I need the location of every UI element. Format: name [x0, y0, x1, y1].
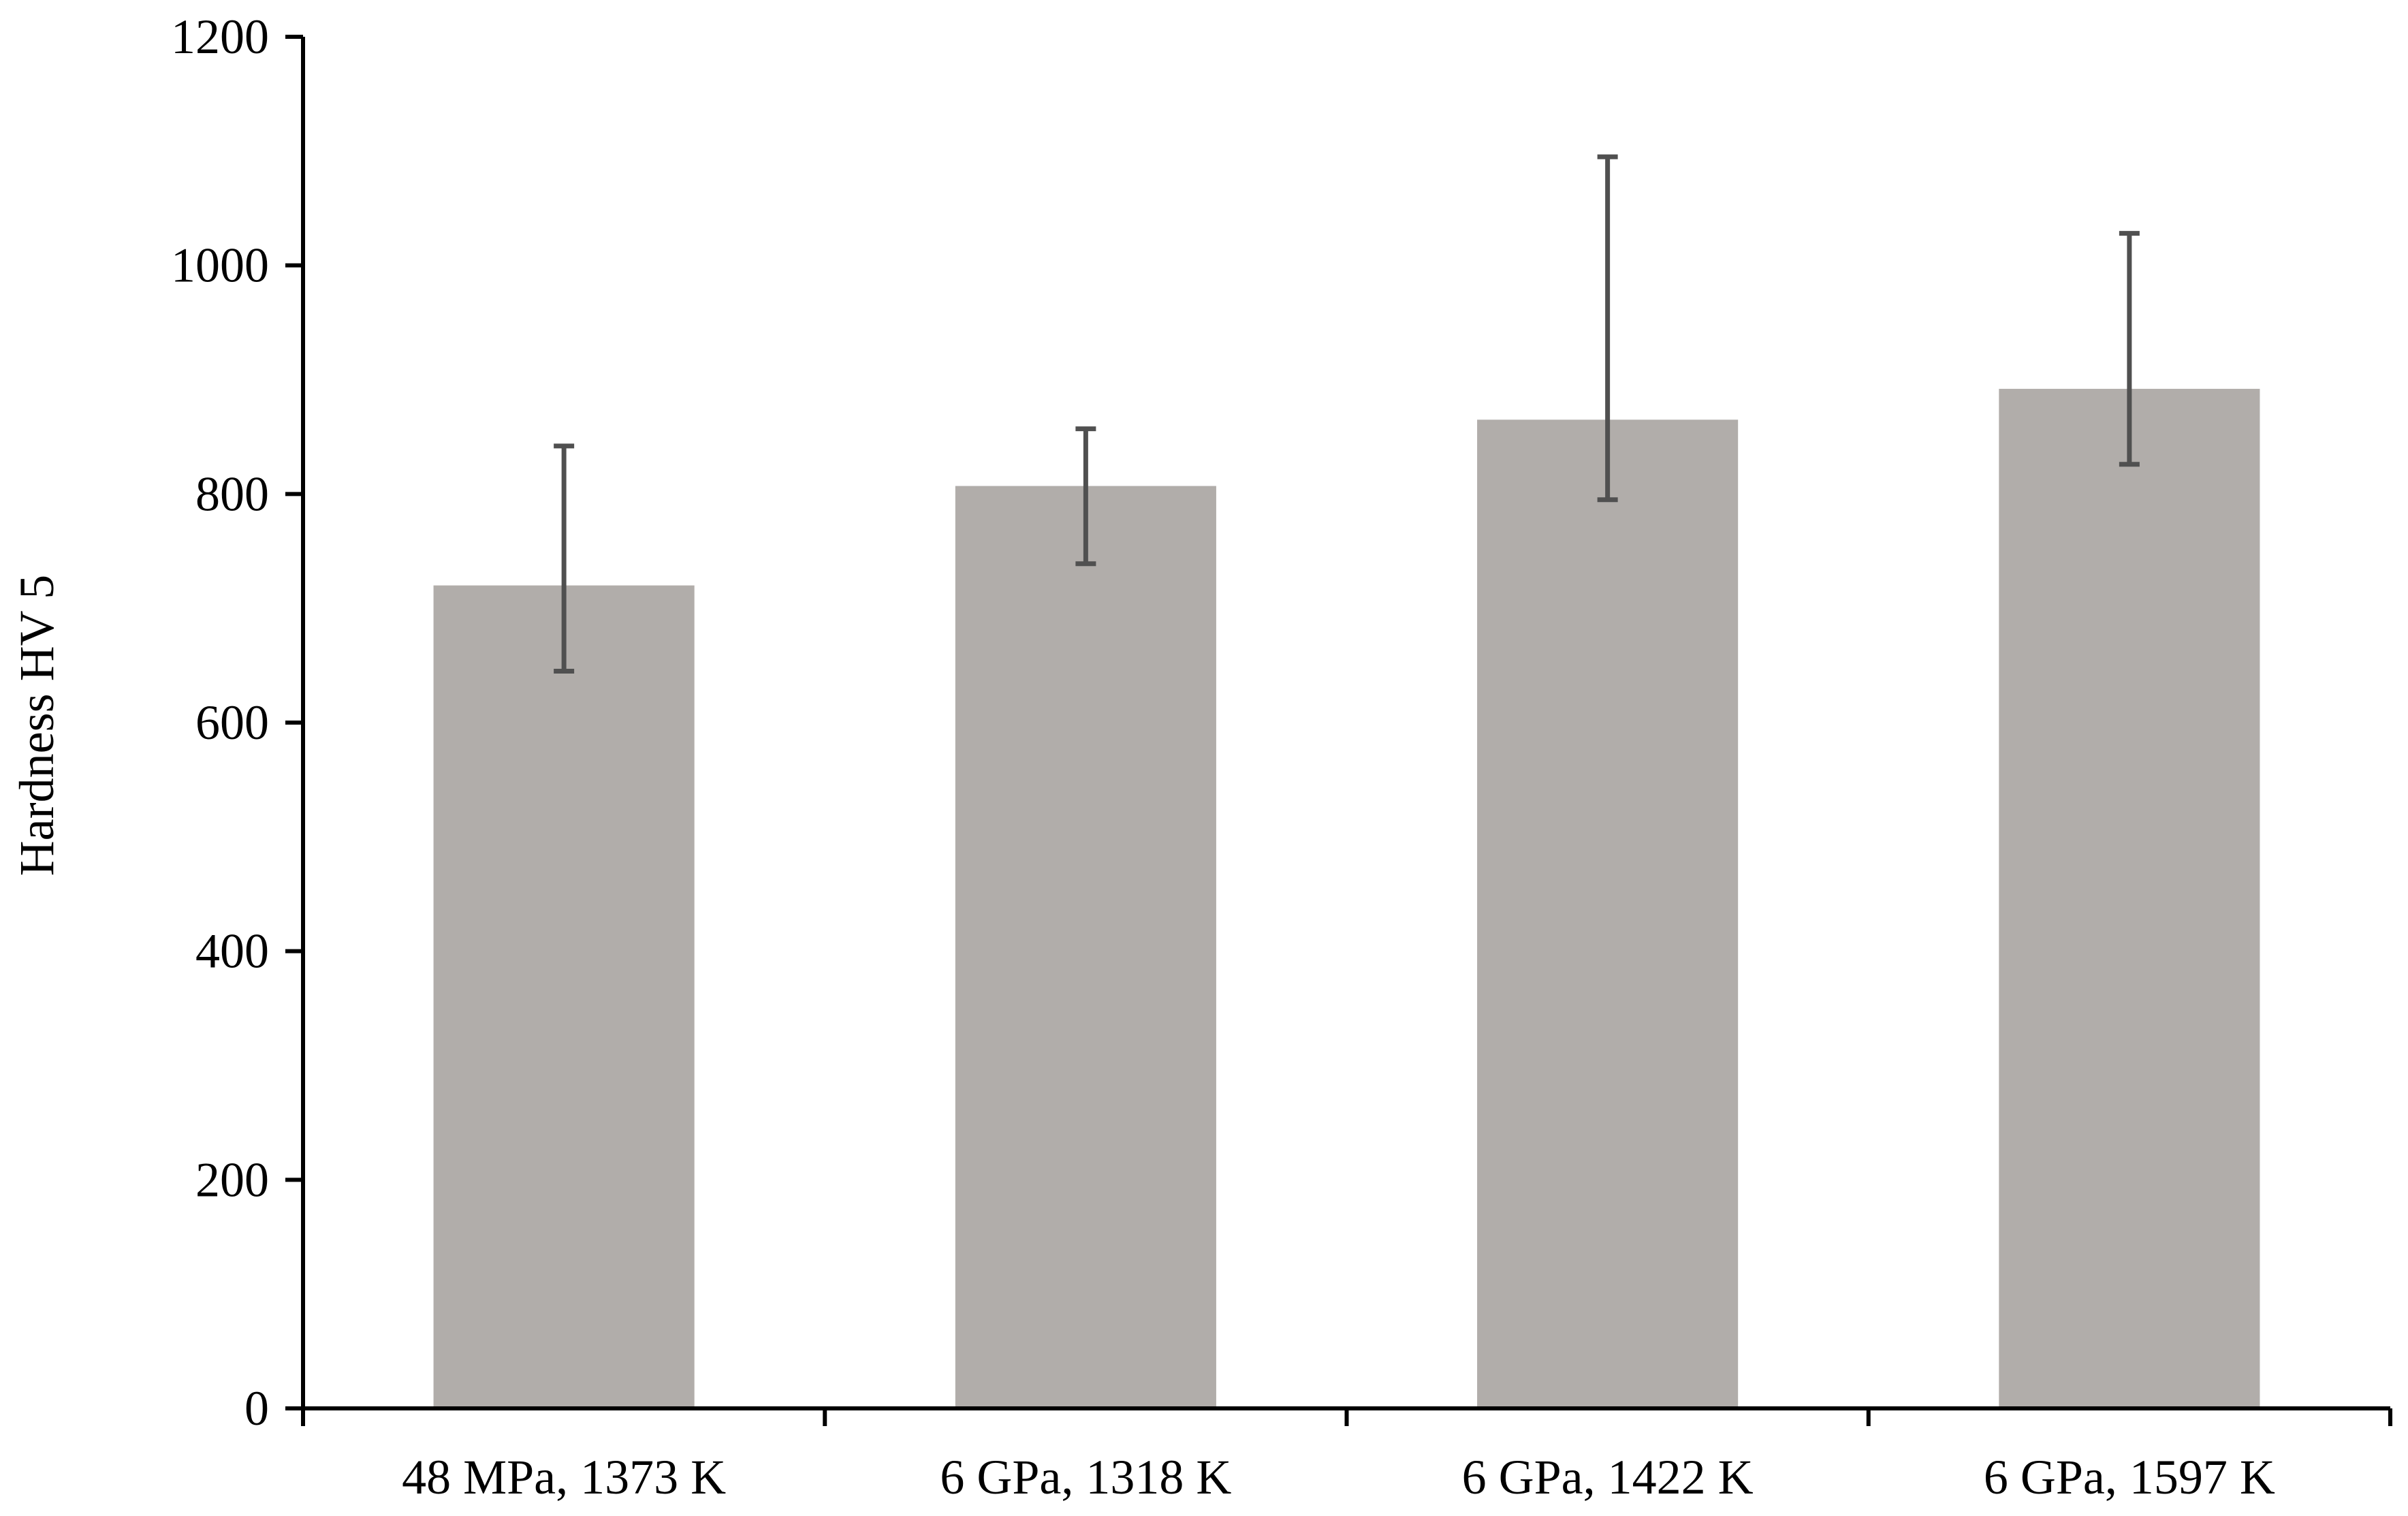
y-tick-label: 600 [195, 695, 269, 750]
y-tick-label: 1200 [171, 10, 269, 64]
x-tick-label: 48 MPa, 1373 K [402, 1450, 726, 1504]
x-tick-label: 6 GPa, 1318 K [940, 1450, 1231, 1504]
bar [433, 585, 695, 1408]
y-axis-title: Hardness HV 5 [10, 575, 64, 877]
bar [1477, 420, 1739, 1408]
y-tick-label: 400 [195, 924, 269, 979]
x-tick-label: 6 GPa, 1597 K [1984, 1450, 2275, 1504]
error-bars-group [554, 154, 2140, 674]
bar [955, 486, 1216, 1409]
y-tick-label: 0 [244, 1381, 269, 1436]
x-tick-label: 6 GPa, 1422 K [1462, 1450, 1754, 1504]
bar [1999, 388, 2260, 1408]
y-tick-label: 800 [195, 467, 269, 521]
y-tick-label: 200 [195, 1152, 269, 1207]
bars-group [433, 388, 2260, 1409]
y-tick-label: 1000 [171, 238, 269, 293]
axes-group: 48 MPa, 1373 K 6 GPa, 1318 K 6 GPa, 1422 K… [171, 10, 2392, 1504]
